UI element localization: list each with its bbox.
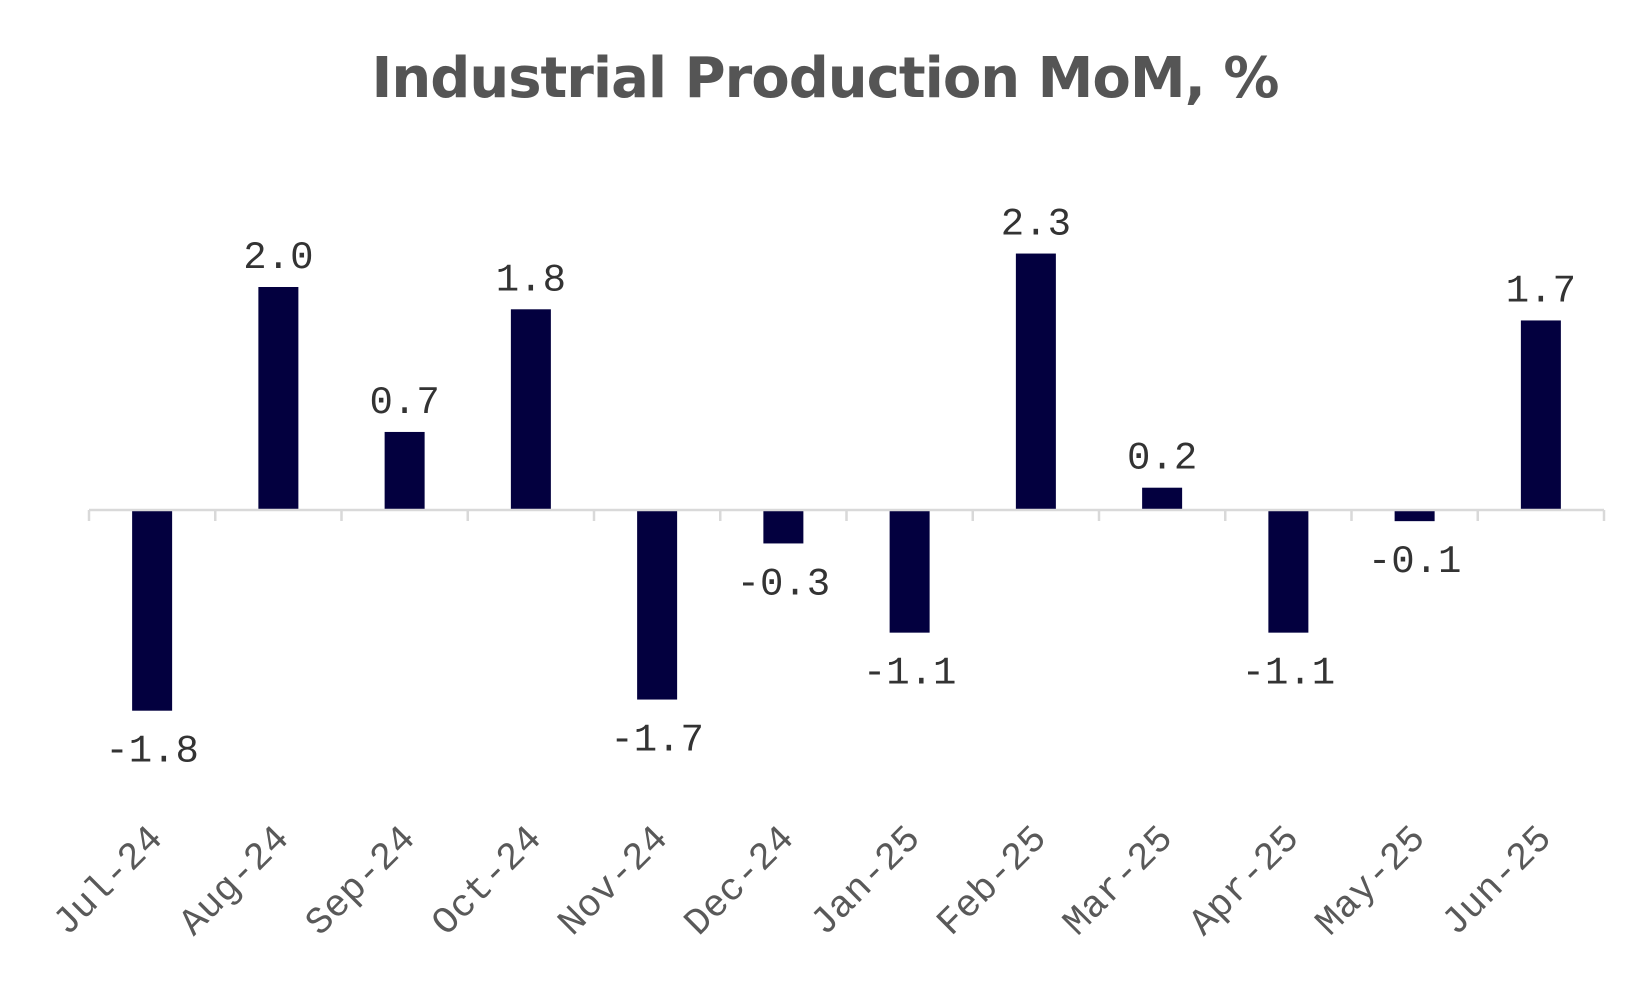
x-axis-ticks [87,510,1606,521]
x-tick-label-may-25: May-25 [1308,818,1435,945]
data-label-jan-25: -1.1 [863,652,957,696]
bar-dec-24 [763,510,804,544]
x-tick-label-mar-25: Mar-25 [1055,818,1182,945]
data-label-feb-25: 2.3 [1001,203,1071,247]
x-tick-label-apr-25: Apr-25 [1182,818,1309,945]
bar-oct-24 [510,309,551,510]
x-tick-label-jun-25: Jun-25 [1434,818,1561,945]
data-label-mar-25: 0.2 [1127,437,1197,481]
x-tick-label-aug-24: Aug-24 [172,818,299,945]
bar-jun-25 [1520,320,1561,510]
bar-nov-24 [637,510,678,700]
x-tick-label-nov-24: Nov-24 [550,818,677,945]
bar-sep-24 [384,431,425,510]
x-tick-label-feb-25: Feb-25 [929,818,1056,945]
bar-may-25 [1394,510,1435,522]
x-tick-label-jan-25: Jan-25 [803,818,930,945]
x-tick-label-sep-24: Sep-24 [298,818,425,945]
data-label-jun-25: 1.7 [1506,269,1576,313]
chart-title: Industrial Production MoM, % [372,46,1279,111]
bar-mar-25 [1142,487,1183,510]
data-label-jul-24: -1.8 [105,730,199,774]
bar-jul-24 [132,510,173,711]
x-axis-tick-labels: Jul-24 Aug-24 Sep-24 Oct-24 Nov-24 Dec-24 Jan-… [45,818,1561,945]
x-tick-label-jul-24: Jul-24 [45,818,172,945]
data-label-sep-24: 0.7 [370,381,440,425]
bar-feb-25 [1015,253,1056,511]
bar-jan-25 [889,510,930,633]
data-label-dec-24: -0.3 [737,562,831,606]
x-tick-label-dec-24: Dec-24 [677,818,804,945]
data-label-oct-24: 1.8 [496,258,566,302]
data-label-nov-24: -1.7 [610,719,704,763]
bar-aug-24 [258,287,299,510]
bars [132,253,1561,711]
data-labels: -1.8 2.0 0.7 1.8 -1.7 -0.3 -1.1 2.3 0.2 -1.1 -0.1 1… [105,203,1576,774]
bar-apr-25 [1268,510,1309,633]
data-label-aug-24: 2.0 [243,236,313,280]
x-tick-label-oct-24: Oct-24 [424,818,551,945]
data-label-may-25: -0.1 [1368,540,1462,584]
data-label-apr-25: -1.1 [1242,652,1336,696]
